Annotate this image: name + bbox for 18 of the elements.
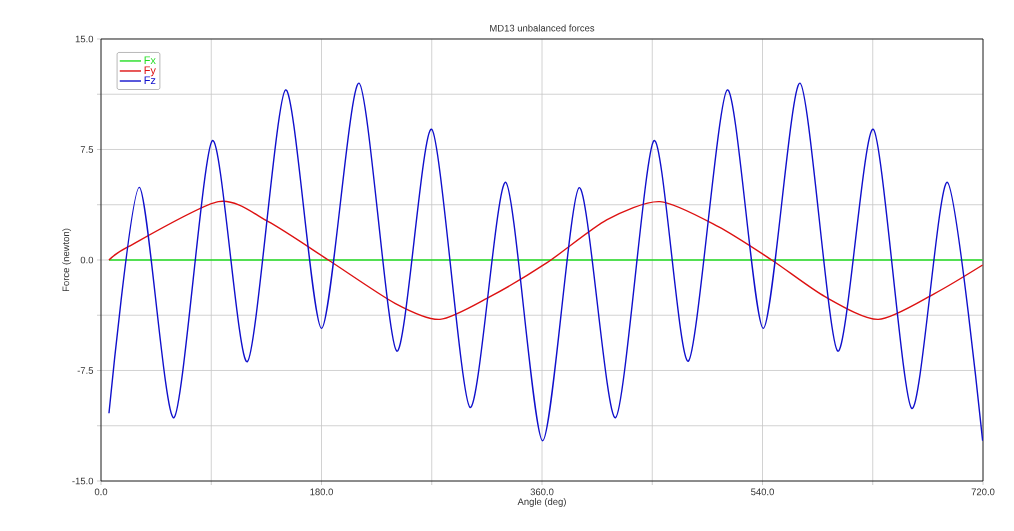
chart-title: MD13 unbalanced forces (490, 24, 595, 32)
y-tick-label: 7.5 (80, 146, 94, 153)
x-tick-label: 180.0 (310, 488, 333, 496)
y-axis-title: Force (newton) (62, 228, 72, 292)
x-tick-label: 0.0 (94, 488, 108, 496)
x-tick-label: 360.0 (530, 488, 554, 496)
x-axis-title: Angle (deg) (517, 498, 566, 507)
legend-label: Fy (144, 66, 156, 77)
y-tick-label: 0.0 (80, 256, 94, 264)
legend-label: Fz (144, 76, 156, 85)
y-tick-label: -15.0 (72, 477, 94, 485)
line-series (108, 200, 983, 321)
x-tick-label: 540.0 (751, 488, 774, 496)
y-tick-label: 15.0 (75, 35, 94, 43)
y-tick-label: -7.5 (77, 367, 94, 374)
line-series (108, 82, 983, 442)
legend-label: Fx (144, 56, 156, 64)
x-tick-label: 720.0 (971, 488, 995, 496)
